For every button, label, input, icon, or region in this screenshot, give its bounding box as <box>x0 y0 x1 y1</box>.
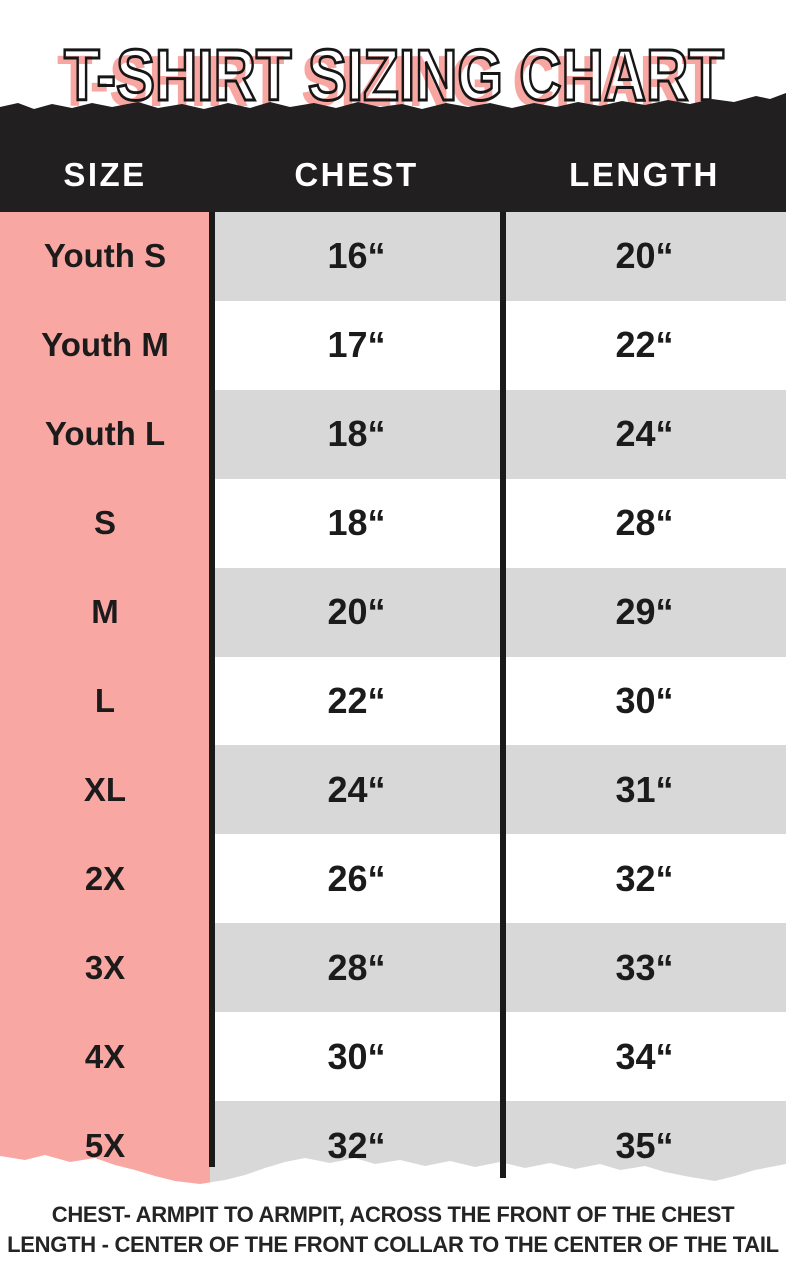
length-cell: 24“ <box>503 389 786 479</box>
length-cell: 33“ <box>503 923 786 1013</box>
column-divider-right <box>500 212 506 1178</box>
length-cell: 32“ <box>615 857 674 899</box>
size-cell: Youth S <box>43 237 167 275</box>
table-row: 4X 30“ 34“ <box>0 1012 786 1101</box>
size-cell: 5X <box>84 1126 126 1164</box>
table-row: 3X 28“ 33“ <box>0 923 786 1013</box>
chest-cell: 16“ <box>210 212 503 301</box>
size-cell: M <box>91 593 119 631</box>
footer-note-length: LENGTH - CENTER OF THE FRONT COLLAR TO T… <box>7 1232 779 1257</box>
footer-note-chest: CHEST- ARMPIT TO ARMPIT, ACROSS THE FRON… <box>51 1202 735 1227</box>
size-cell: S <box>93 504 116 542</box>
table-row: Youth M 17“ 22“ <box>0 301 786 390</box>
chest-cell: 20“ <box>210 567 503 657</box>
column-header-chest: CHEST <box>294 156 419 193</box>
torn-edge-bottom <box>0 1155 786 1195</box>
table-rows: Youth S 16“ 20“ Youth M 17“ 22“ Youth L … <box>0 212 786 1190</box>
size-cell: 4X <box>84 1037 126 1075</box>
size-cell: XL <box>83 770 127 808</box>
length-cell: 28“ <box>615 502 674 544</box>
length-cell: 30“ <box>615 679 674 721</box>
table-row: S 18“ 28“ <box>0 479 786 568</box>
length-cell: 31“ <box>503 745 786 835</box>
size-cell: 3X <box>84 948 126 986</box>
table-row: XL 24“ 31“ <box>0 745 786 835</box>
chest-cell: 22“ <box>327 679 386 721</box>
footer-notes: CHEST- ARMPIT TO ARMPIT, ACROSS THE FRON… <box>0 1200 786 1260</box>
table-row: 2X 26“ 32“ <box>0 834 786 923</box>
table-header-row: SIZE CHEST LENGTH <box>0 138 786 212</box>
column-header-length: LENGTH <box>569 156 720 193</box>
size-cell: Youth M <box>41 326 169 364</box>
length-cell: 34“ <box>615 1035 674 1077</box>
column-header-size: SIZE <box>63 156 147 193</box>
column-divider-left <box>209 212 215 1167</box>
size-cell: Youth L <box>44 415 166 453</box>
chest-cell: 18“ <box>210 389 503 479</box>
chest-cell: 28“ <box>210 923 503 1013</box>
table-row: M 20“ 29“ <box>0 567 786 657</box>
length-cell: 22“ <box>615 324 674 366</box>
sizing-table: Youth S 16“ 20“ Youth M 17“ 22“ Youth L … <box>0 212 786 1190</box>
table-row: L 22“ 30“ <box>0 657 786 746</box>
size-cell: L <box>94 681 116 719</box>
length-cell: 29“ <box>503 567 786 657</box>
chest-cell: 18“ <box>327 502 386 544</box>
torn-edge-top <box>0 93 786 212</box>
size-cell: 2X <box>84 859 126 897</box>
table-row: Youth S 16“ 20“ <box>0 212 786 301</box>
table-row: Youth L 18“ 24“ <box>0 389 786 479</box>
size-column-background <box>0 212 210 1190</box>
length-cell: 20“ <box>503 212 786 301</box>
chest-cell: 26“ <box>327 857 386 899</box>
chest-cell: 17“ <box>327 324 386 366</box>
chest-cell: 30“ <box>327 1035 386 1077</box>
chest-cell: 24“ <box>210 745 503 835</box>
